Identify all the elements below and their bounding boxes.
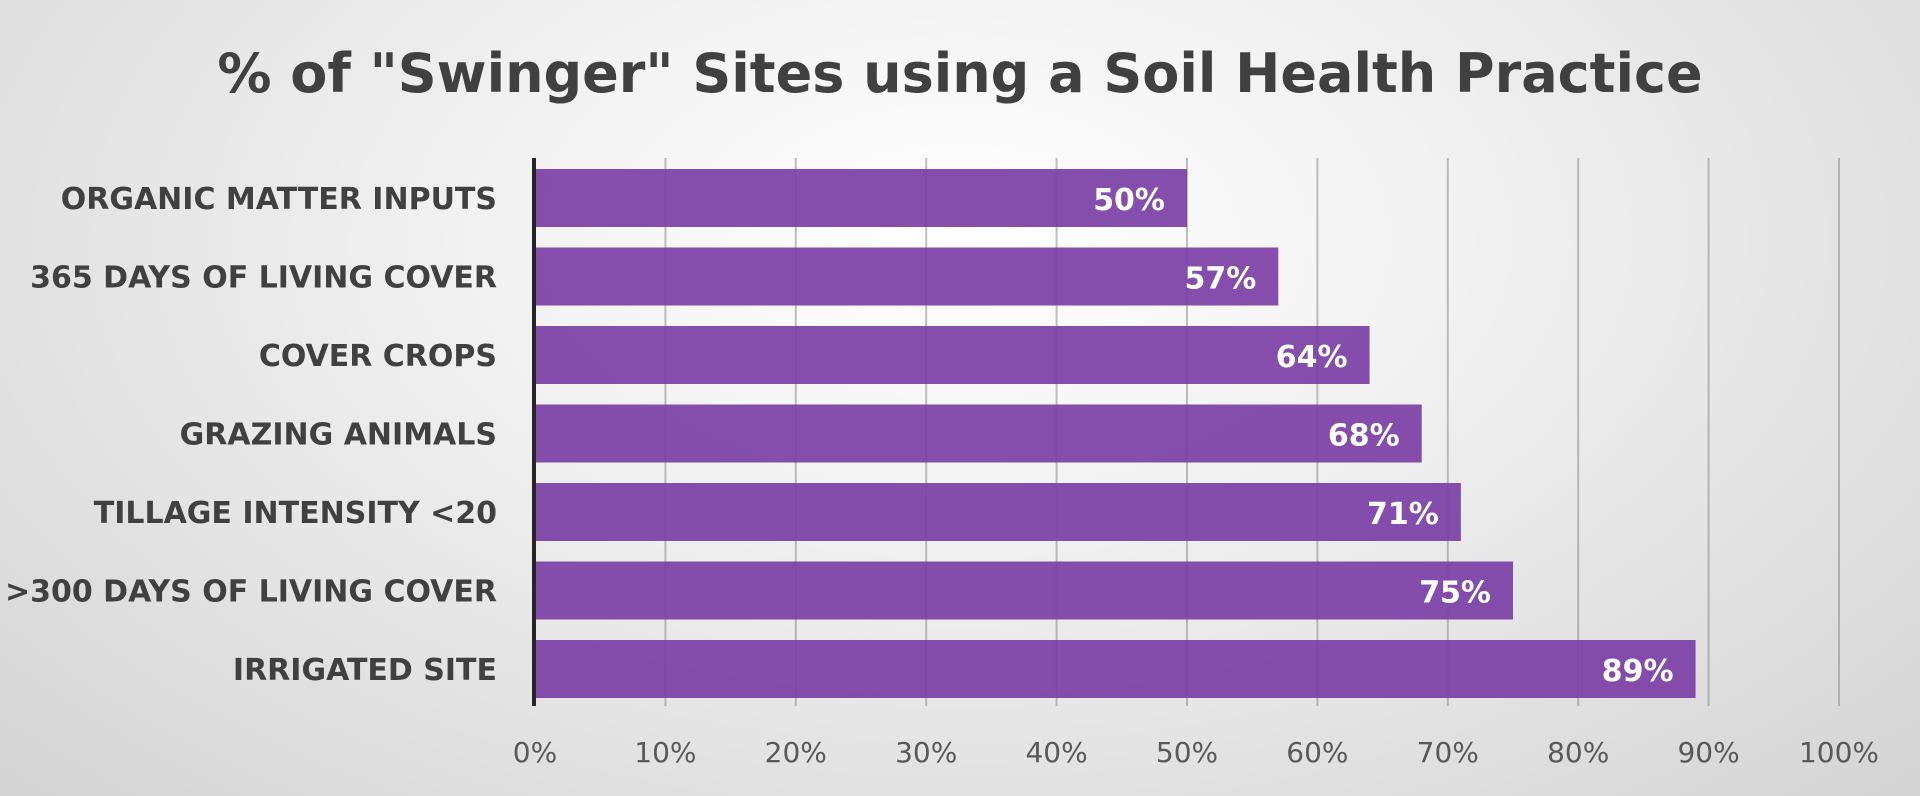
- data-label: 75%: [1419, 576, 1491, 611]
- bar: [535, 483, 1461, 541]
- bar: [535, 404, 1422, 463]
- x-tick-label: 90%: [1677, 736, 1739, 769]
- category-label: >300 DAYS OF LIVING COVER: [5, 575, 497, 610]
- x-tick-label: 10%: [634, 736, 696, 769]
- x-tick-label: 50%: [1156, 736, 1218, 769]
- x-tick-label: 20%: [765, 736, 827, 769]
- x-tick-label: 40%: [1025, 736, 1087, 769]
- category-label: GRAZING ANIMALS: [180, 418, 497, 453]
- x-tick-label: 60%: [1286, 736, 1348, 769]
- chart-title: % of "Swinger" Sites using a Soil Health…: [217, 42, 1702, 105]
- x-axis-tick-labels: 0% 10% 20% 30% 40% 50% 60% 70% 80% 90% 100%: [513, 736, 1879, 769]
- category-label: IRRIGATED SITE: [233, 653, 497, 688]
- data-label: 89%: [1602, 654, 1674, 689]
- category-label: COVER CROPS: [259, 339, 497, 374]
- data-label: 57%: [1184, 262, 1256, 297]
- data-label: 71%: [1367, 497, 1439, 532]
- category-label: 365 DAYS OF LIVING COVER: [30, 261, 497, 296]
- bars: [535, 169, 1696, 698]
- bar: [535, 326, 1370, 384]
- category-label: TILLAGE INTENSITY <20: [94, 496, 497, 531]
- bar: [535, 169, 1187, 227]
- bar: [535, 561, 1513, 620]
- x-tick-label: 80%: [1547, 736, 1609, 769]
- category-label: ORGANIC MATTER INPUTS: [61, 182, 497, 217]
- data-label: 50%: [1093, 183, 1165, 218]
- bar: [535, 247, 1279, 306]
- x-tick-label: 100%: [1799, 736, 1879, 769]
- data-label: 68%: [1328, 419, 1400, 454]
- category-labels: ORGANIC MATTER INPUTS 365 DAYS OF LIVING …: [5, 182, 497, 688]
- data-labels: 50% 57% 64% 68% 71% 75% 89%: [1093, 183, 1673, 689]
- bar: [535, 640, 1696, 698]
- x-tick-label: 70%: [1417, 736, 1479, 769]
- x-tick-label: 0%: [513, 736, 557, 769]
- x-tick-label: 30%: [895, 736, 957, 769]
- data-label: 64%: [1276, 340, 1348, 375]
